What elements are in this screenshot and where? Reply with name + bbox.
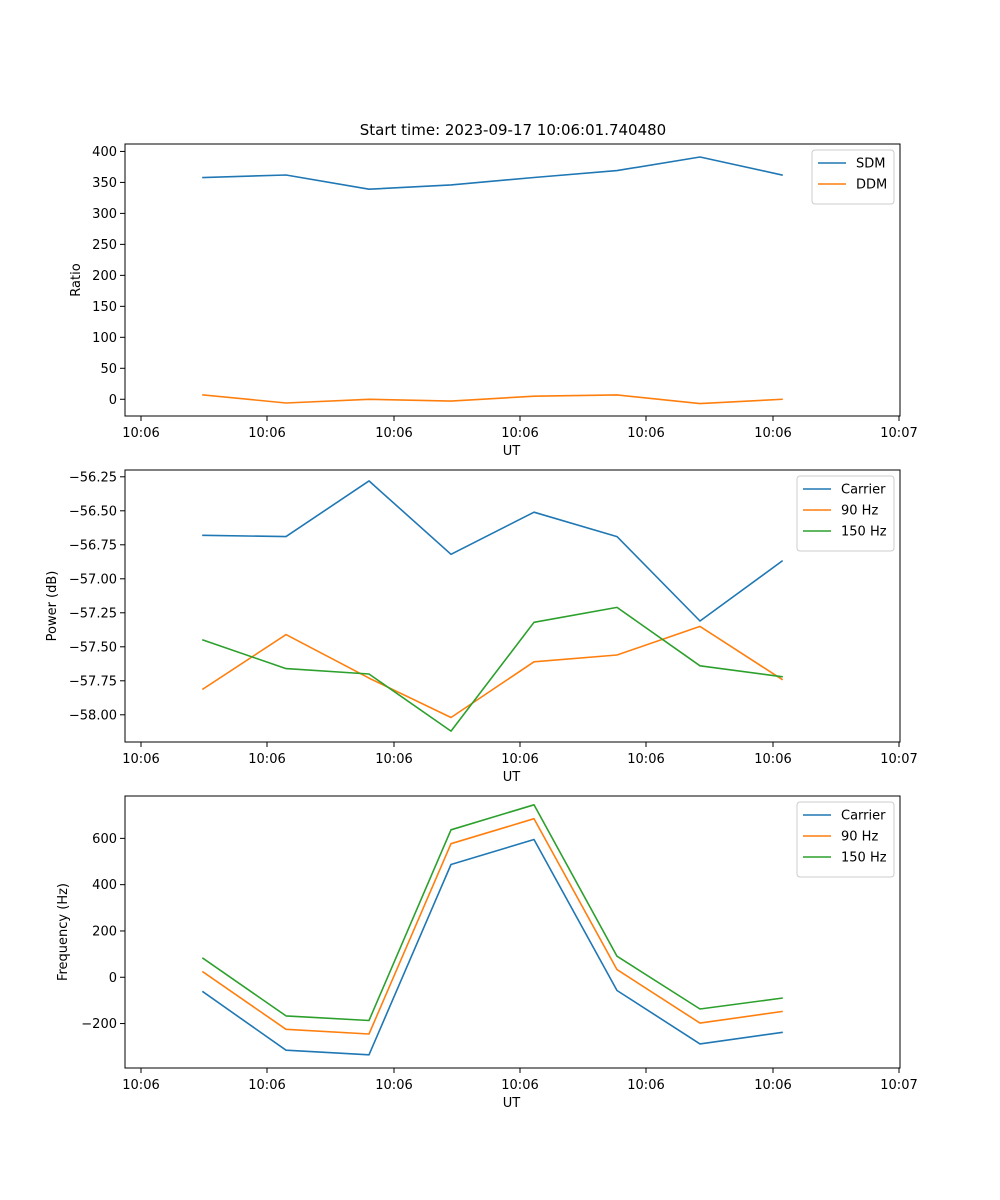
y-axis-label: Ratio xyxy=(69,263,84,296)
legend: Carrier 90 Hz 150 Hz xyxy=(796,475,895,552)
x-tick-label: 10:06 xyxy=(501,426,538,441)
y-tick-label: 50 xyxy=(100,362,117,377)
x-tick-label: 10:06 xyxy=(375,752,412,767)
series-line-90-hz xyxy=(201,625,784,719)
y-tick-label: 400 xyxy=(92,145,117,160)
y-axis-label: Power (dB) xyxy=(45,571,60,642)
x-tick-label: 10:06 xyxy=(754,1078,791,1093)
legend-frame xyxy=(796,801,895,878)
y-tick-label: 350 xyxy=(92,176,117,191)
y-tick-label: −58.00 xyxy=(69,708,117,723)
legend-entry: 90 Hz xyxy=(841,504,878,519)
axes-frame xyxy=(124,795,901,1069)
legend-entry: 90 Hz xyxy=(841,830,878,845)
y-tick-label: 100 xyxy=(92,331,117,346)
x-tick-label: 10:06 xyxy=(122,1078,159,1093)
y-tick-label: 300 xyxy=(92,207,117,222)
x-tick-label: 10:07 xyxy=(880,752,917,767)
y-tick-label: 200 xyxy=(92,924,117,939)
x-tick-label: 10:06 xyxy=(627,1078,664,1093)
x-tick-label: 10:06 xyxy=(627,752,664,767)
x-tick-label: 10:07 xyxy=(880,426,917,441)
y-tick-label: −200 xyxy=(81,1017,117,1032)
y-tick-label: 250 xyxy=(92,238,117,253)
x-tick-label: 10:06 xyxy=(122,426,159,441)
series-line-ddm xyxy=(202,394,783,405)
y-tick-label: −56.25 xyxy=(69,470,117,485)
y-tick-label: −57.00 xyxy=(69,572,117,587)
y-tick-label: 150 xyxy=(92,300,117,315)
y-tick-label: −57.75 xyxy=(69,674,117,689)
x-tick-label: 10:06 xyxy=(375,1078,412,1093)
panel-3: 10:06 10:06 10:06 10:06 10:06 10:06 10:07 −200 0… xyxy=(56,795,918,1111)
y-tick-label: −56.75 xyxy=(69,538,117,553)
series-line-150-hz xyxy=(201,803,783,1022)
legend-entry: 150 Hz xyxy=(841,525,887,540)
x-axis-label: UT xyxy=(503,770,521,785)
x-tick-label: 10:06 xyxy=(627,426,664,441)
legend-frame xyxy=(796,475,895,552)
x-tick-label: 10:06 xyxy=(501,752,538,767)
x-axis-label: UT xyxy=(503,1096,521,1111)
panels: 10:06 10:06 10:06 10:06 10:06 10:06 10:07 0 50 10… xyxy=(45,143,918,1111)
legend-entry: Carrier xyxy=(841,809,886,824)
x-tick-label: 10:06 xyxy=(248,426,285,441)
y-tick-label: 600 xyxy=(92,832,117,847)
legend-entry: Carrier xyxy=(841,483,886,498)
figure-title: Start time: 2023-09-17 10:06:01.740480 xyxy=(360,121,666,139)
legend: Carrier 90 Hz 150 Hz xyxy=(796,801,895,878)
series-line-sdm xyxy=(202,156,783,190)
x-axis-label: UT xyxy=(503,444,521,459)
axes-frame xyxy=(124,469,901,743)
series-line-150-hz xyxy=(201,606,783,732)
x-tick-label: 10:06 xyxy=(375,426,412,441)
x-tick-label: 10:06 xyxy=(122,752,159,767)
x-tick-label: 10:06 xyxy=(248,1078,285,1093)
panel-1: 10:06 10:06 10:06 10:06 10:06 10:06 10:07 0 50 10… xyxy=(69,143,918,459)
y-tick-label: −57.50 xyxy=(69,640,117,655)
legend-entry: DDM xyxy=(856,178,887,193)
x-tick-label: 10:06 xyxy=(501,1078,538,1093)
y-tick-label: −57.25 xyxy=(69,606,117,621)
y-tick-label: −56.50 xyxy=(69,504,117,519)
y-axis-label: Frequency (Hz) xyxy=(56,883,71,981)
series-line-carrier xyxy=(202,480,784,622)
x-tick-label: 10:07 xyxy=(880,1078,917,1093)
y-tick-label: 200 xyxy=(92,269,117,284)
series-line-90-hz xyxy=(201,817,783,1035)
axes-frame xyxy=(124,143,901,417)
x-tick-label: 10:06 xyxy=(754,752,791,767)
y-tick-label: 0 xyxy=(109,393,117,408)
panel-2: 10:06 10:06 10:06 10:06 10:06 10:06 10:07 −58.0… xyxy=(45,469,918,785)
legend-entry: 150 Hz xyxy=(841,851,887,866)
series-line-carrier xyxy=(201,838,783,1056)
legend-entry: SDM xyxy=(856,157,885,172)
y-tick-label: 0 xyxy=(109,971,117,986)
x-tick-label: 10:06 xyxy=(248,752,285,767)
legend: SDM DDM xyxy=(811,149,895,205)
x-tick-label: 10:06 xyxy=(754,426,791,441)
y-tick-label: 400 xyxy=(92,878,117,893)
